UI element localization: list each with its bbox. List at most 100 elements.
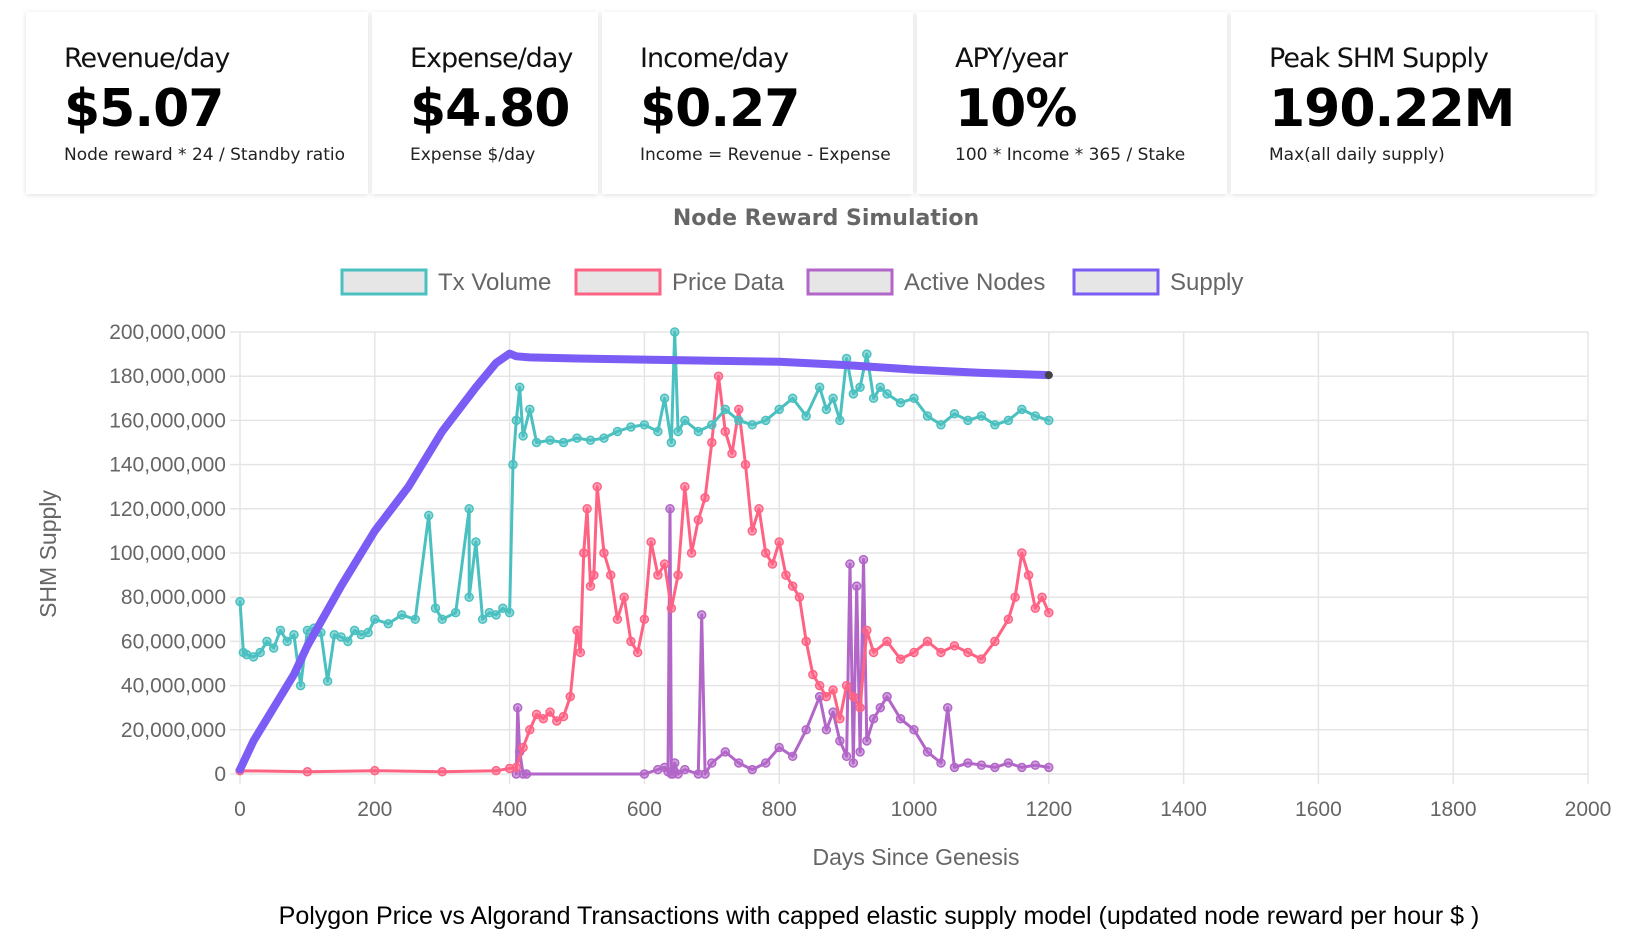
data-point (437, 614, 447, 625)
data-point (700, 493, 710, 503)
data-point (835, 736, 845, 746)
data-point (774, 404, 784, 415)
data-point (747, 764, 757, 775)
y-tick-label: 200,000,000 (109, 321, 226, 344)
data-point (963, 647, 973, 658)
data-point (599, 433, 609, 443)
legend-item-price-data[interactable]: Price Data (574, 268, 785, 296)
data-point (464, 504, 474, 514)
data-point (558, 711, 569, 722)
data-point (787, 751, 798, 762)
data-point (720, 747, 731, 757)
data-point (1030, 411, 1041, 421)
legend-item-tx-volume[interactable]: Tx Volume (340, 268, 551, 296)
legend-swatch (1072, 268, 1160, 296)
data-point (336, 632, 346, 642)
data-point (990, 420, 1000, 430)
stat-description: Income = Revenue - Expense (640, 145, 891, 165)
x-tick-label: 600 (627, 798, 662, 821)
data-point (518, 742, 528, 753)
data-point (909, 647, 919, 658)
data-point (521, 769, 532, 779)
data-point (491, 765, 501, 776)
x-tick-label: 1800 (1430, 798, 1477, 821)
data-point (882, 636, 892, 647)
data-point (976, 760, 987, 770)
legend-label: Price Data (672, 269, 785, 296)
y-tick-label: 60,000,000 (121, 630, 226, 653)
data-point (767, 559, 778, 569)
data-point (821, 725, 832, 735)
data-point (410, 614, 420, 625)
data-point (619, 592, 629, 602)
data-point (680, 481, 690, 492)
data-point (302, 767, 313, 777)
data-point (653, 570, 663, 580)
data-point (855, 382, 865, 392)
legend-item-active-nodes[interactable]: Active Nodes (806, 268, 1045, 296)
data-point (558, 437, 569, 448)
data-point (895, 654, 906, 664)
data-point (646, 537, 656, 547)
data-point (760, 758, 771, 768)
data-point (821, 691, 832, 702)
data-point (787, 393, 798, 404)
x-tick-label: 0 (234, 798, 246, 821)
data-point (363, 627, 373, 638)
data-point (680, 415, 690, 426)
data-point (949, 641, 960, 651)
data-point (512, 702, 523, 713)
chart-container: Node Reward Simulation Tx Volume Price Da… (0, 200, 1638, 880)
data-point (1044, 371, 1053, 380)
data-point (922, 411, 933, 421)
stat-value: $0.27 (640, 79, 800, 139)
data-point (801, 411, 811, 421)
y-tick-label: 40,000,000 (121, 675, 226, 698)
stat-card-income: Income/day $0.27 Income = Revenue - Expe… (602, 12, 913, 194)
data-point (814, 680, 825, 691)
data-point (666, 603, 677, 613)
data-point (976, 411, 987, 421)
x-tick-label: 1000 (891, 798, 938, 821)
data-point (828, 685, 838, 695)
data-point (848, 758, 859, 768)
data-point (518, 431, 528, 441)
figure-caption: Polygon Price vs Algorand Transactions w… (278, 902, 1480, 930)
data-point (585, 581, 596, 591)
data-point (1044, 607, 1054, 618)
data-point (665, 504, 675, 514)
data-point (248, 652, 259, 662)
stat-card-peak-supply: Peak SHM Supply 190.22M Max(all daily su… (1231, 12, 1595, 194)
y-tick-label: 80,000,000 (121, 586, 226, 609)
data-point (734, 415, 744, 426)
data-point (659, 559, 670, 569)
stat-card-revenue: Revenue/day $5.07 Node reward * 24 / Sta… (26, 12, 368, 194)
x-tick-label: 400 (492, 798, 527, 821)
data-point (841, 680, 852, 691)
data-point (383, 618, 394, 629)
data-point (895, 714, 906, 724)
data-point (275, 625, 286, 636)
data-point (855, 747, 865, 757)
y-axis-title: SHM Supply (35, 490, 61, 618)
x-tick-label: 1600 (1295, 798, 1342, 821)
stat-description: Max(all daily supply) (1269, 145, 1445, 165)
legend-item-supply[interactable]: Supply (1072, 268, 1243, 296)
x-tick-label: 200 (357, 798, 392, 821)
data-point (828, 393, 838, 404)
stat-label: Peak SHM Supply (1269, 43, 1489, 74)
data-point (575, 647, 586, 658)
data-point (862, 736, 872, 746)
data-point (848, 389, 859, 399)
data-point (707, 437, 717, 448)
data-point (295, 680, 306, 691)
data-point (666, 437, 677, 448)
data-point (858, 554, 869, 565)
data-point (639, 614, 650, 625)
data-point (673, 769, 683, 779)
data-point (1017, 404, 1027, 415)
data-point (669, 758, 680, 768)
data-point (936, 758, 946, 768)
data-point (949, 409, 960, 419)
data-point (504, 607, 515, 618)
